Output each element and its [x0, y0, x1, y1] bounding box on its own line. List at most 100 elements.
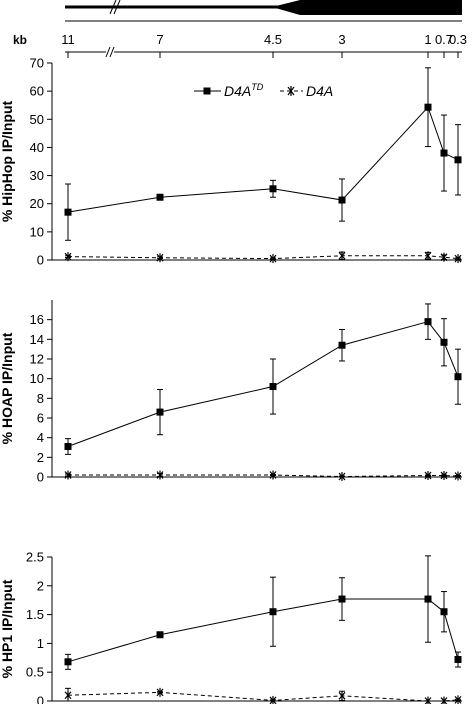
data-point — [156, 408, 164, 416]
data-point — [64, 252, 72, 262]
transgene-arrow — [272, 0, 462, 15]
data-point — [424, 318, 432, 326]
series-td — [64, 555, 462, 670]
data-point — [269, 383, 277, 391]
chart-panel-2: 0 2 4 6 8 10 12 14 16 % HOAP IP/Input — [0, 300, 462, 485]
y-tick-label: 0.5 — [26, 665, 44, 680]
axis-break-mark — [109, 0, 117, 15]
y-tick-label: 16 — [30, 312, 44, 327]
axis-break-mark — [105, 46, 111, 58]
series-line — [67, 598, 459, 663]
data-point — [338, 341, 346, 349]
data-point — [269, 608, 277, 616]
data-point — [156, 470, 164, 480]
data-point — [156, 631, 164, 639]
y-tick-label: 8 — [37, 391, 44, 406]
y-axis-title: % HipHop IP/Input — [0, 101, 15, 223]
data-point — [440, 149, 448, 157]
legend-marker-square — [203, 87, 211, 95]
axis-break-mark — [113, 0, 121, 15]
series-line — [68, 474, 459, 478]
data-point — [454, 254, 462, 264]
data-point — [440, 252, 448, 262]
data-point — [269, 470, 277, 480]
series-wt — [64, 687, 462, 704]
data-point — [338, 196, 346, 204]
data-point — [64, 658, 72, 666]
series-wt — [64, 470, 462, 482]
y-tick-label: 0 — [37, 253, 44, 268]
x-tick-label: 0.7 — [435, 32, 453, 47]
data-point — [454, 373, 462, 381]
y-tick-label: 6 — [37, 411, 44, 426]
series-line — [67, 255, 459, 260]
series-td — [64, 67, 462, 241]
axis-break-mark — [109, 46, 115, 58]
data-point — [64, 443, 72, 451]
data-point — [338, 595, 346, 603]
x-tick-label: 1 — [424, 32, 431, 47]
y-tick-label: 10 — [30, 371, 44, 386]
gene-diagram — [65, 0, 462, 15]
y-tick-label: 40 — [30, 140, 44, 155]
y-tick-label: 20 — [30, 196, 44, 211]
series-line — [67, 321, 459, 447]
y-tick-label: 50 — [30, 112, 44, 127]
data-point — [269, 695, 277, 704]
data-point — [64, 470, 72, 480]
y-axis-title: % HOAP IP/Input — [0, 332, 15, 444]
data-point — [269, 185, 277, 193]
series-wt — [64, 251, 462, 264]
data-point — [454, 156, 462, 164]
x-tick-label: 7 — [156, 32, 163, 47]
data-point — [156, 687, 164, 697]
data-point — [269, 254, 277, 264]
x-axis-break — [105, 46, 115, 58]
data-point — [156, 253, 164, 263]
chart-panel-3: 0 0.5 1 1.5 2 2.5 % HP1 IP/Input — [0, 550, 462, 704]
data-point — [424, 251, 432, 261]
series-line — [67, 106, 459, 213]
y-tick-label: 2 — [37, 450, 44, 465]
y-tick-label: 0 — [37, 694, 44, 704]
data-point — [424, 471, 432, 481]
data-point — [338, 472, 346, 482]
x-tick-label: 4.5 — [264, 32, 282, 47]
y-tick-label: 12 — [30, 352, 44, 367]
data-point — [64, 690, 72, 700]
x-tick-label: 3 — [338, 32, 345, 47]
data-point — [424, 595, 432, 603]
y-tick-label: 2.5 — [26, 550, 44, 565]
legend-label-td: D4ATD — [224, 82, 264, 99]
data-point — [64, 208, 72, 216]
series-td — [64, 303, 462, 455]
legend-marker-star — [287, 86, 295, 96]
legend-sup-td: TD — [251, 82, 263, 92]
y-tick-label: 1.5 — [26, 607, 44, 622]
legend-label-wt: D4A — [306, 83, 333, 99]
y-tick-label: 10 — [30, 224, 44, 239]
legend-text-td: D4A — [224, 83, 251, 99]
series-line — [67, 691, 459, 702]
data-point — [156, 193, 164, 201]
data-point — [440, 696, 448, 704]
chart-panel-1: 0 10 20 30 40 50 60 70 % HipHop IP/Input — [0, 56, 462, 268]
y-tick-label: 14 — [30, 332, 44, 347]
x-tick-labels: 11 7 4.5 3 1 0.70.3 — [61, 32, 467, 58]
y-tick-label: 4 — [37, 430, 44, 445]
data-point — [454, 471, 462, 481]
legend: D4ATD D4A — [194, 82, 333, 99]
x-unit-label: kb — [13, 33, 27, 47]
x-tick-label: 11 — [61, 32, 75, 47]
y-tick-label: 0 — [37, 470, 44, 485]
data-point — [338, 691, 346, 701]
data-point — [424, 103, 432, 111]
data-point — [440, 471, 448, 481]
data-point — [454, 656, 462, 664]
y-tick-label: 2 — [37, 578, 44, 593]
data-point — [424, 696, 432, 704]
x-tick-label: 0.3 — [449, 32, 467, 47]
y-tick-label: 60 — [30, 84, 44, 99]
